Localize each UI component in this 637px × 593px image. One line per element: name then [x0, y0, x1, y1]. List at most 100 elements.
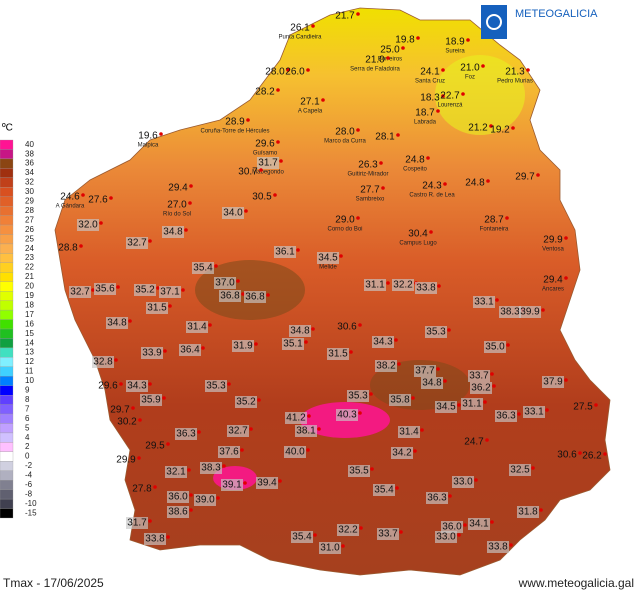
station-value: 29.6: [255, 139, 275, 150]
legend-label: 25: [25, 234, 34, 243]
station-value: 34.5: [436, 402, 456, 413]
station-dot: [399, 530, 403, 534]
station-name: Castro R. de Lea: [409, 193, 455, 199]
station-value: 31.5: [147, 303, 167, 314]
station: 38.3: [200, 462, 226, 474]
station-dot: [485, 438, 489, 442]
station-value: 34.8: [163, 227, 183, 238]
station: 35.4: [291, 531, 317, 543]
value-box: [415, 282, 437, 294]
legend-swatch: [0, 413, 14, 424]
station: 37.0: [214, 277, 240, 289]
station-dot: [162, 396, 166, 400]
station: 30.5: [252, 192, 277, 203]
station-dot: [257, 398, 261, 402]
station-value: 39.4: [257, 478, 277, 489]
station-value: 35.5: [349, 466, 369, 477]
legend-label: 17: [25, 310, 34, 319]
value-box: [389, 394, 411, 406]
station-value: 24.3: [422, 181, 442, 192]
footer-url: www.meteogalicia.gal: [518, 576, 634, 590]
station-value: 30.6: [557, 450, 577, 461]
station-dot: [594, 403, 598, 407]
station-dot: [349, 350, 353, 354]
value-box: [144, 533, 166, 545]
station-dot: [79, 244, 83, 248]
station-name: Serra de Faladoira: [350, 67, 400, 73]
station-dot: [356, 12, 360, 16]
station-dot: [461, 92, 465, 96]
station-dot: [216, 496, 220, 500]
station-name: Guitiriz-Mirador: [347, 172, 388, 178]
station: 35.3: [425, 326, 451, 338]
value-box: [495, 410, 517, 422]
station-dot: [447, 328, 451, 332]
legend-label: 15: [25, 329, 34, 338]
value-box: [227, 425, 249, 437]
station-value: 29.4: [543, 275, 563, 286]
value-box: [425, 326, 447, 338]
station-value: 35.3: [426, 327, 446, 338]
value-box: [473, 296, 495, 308]
value-box: [162, 226, 184, 238]
legend-label: 36: [25, 159, 34, 168]
value-box: [274, 246, 296, 258]
station-dot: [426, 156, 430, 160]
station-value: 33.7: [469, 371, 489, 382]
station-dot: [539, 508, 543, 512]
station: 27.6: [88, 195, 113, 206]
station-dot: [317, 427, 321, 431]
station-dot: [564, 378, 568, 382]
station: 40.0: [284, 446, 310, 458]
station: 26.2: [582, 451, 607, 462]
station-value: 30.5: [252, 192, 272, 203]
value-box: [218, 446, 240, 458]
station-dot: [490, 372, 494, 376]
station-dot: [306, 68, 310, 72]
value-box: [542, 376, 564, 388]
value-box: [375, 360, 397, 372]
value-box: [179, 344, 201, 356]
station: 33.8: [144, 533, 170, 545]
station-dot: [307, 414, 311, 418]
legend-label: 9: [25, 386, 30, 395]
legend-swatch: [0, 158, 14, 169]
value-box: [141, 347, 163, 359]
legend-swatch: [0, 423, 14, 434]
station-value: 24.1: [420, 67, 440, 78]
station-dot: [463, 523, 467, 527]
station: 34.8: [106, 317, 132, 329]
station: 35.2: [134, 284, 160, 296]
station: 39.9: [519, 306, 545, 318]
station-value: 27.8: [132, 484, 152, 495]
station-dot: [249, 427, 253, 431]
legend-swatch: [0, 451, 14, 462]
station: 39.4: [256, 477, 282, 489]
station-dot: [578, 451, 582, 455]
station-dot: [254, 342, 258, 346]
legend-swatch: [0, 243, 14, 254]
station-name: Mabegondo: [252, 170, 284, 176]
value-box: [94, 283, 116, 295]
station-value: 31.1: [462, 399, 482, 410]
station-value: 28.0: [265, 67, 285, 78]
station-value: 21.3: [505, 67, 525, 78]
value-box: [398, 426, 420, 438]
station-dot: [306, 448, 310, 452]
legend-swatch: [0, 508, 14, 519]
station-dot: [416, 36, 420, 40]
station-dot: [259, 168, 263, 172]
station-value: 28.0: [335, 127, 355, 138]
station-name: Santa Cruz: [415, 79, 445, 85]
station-name: Labrada: [414, 120, 437, 126]
station-value: 28.1: [375, 132, 395, 143]
station-value: 37.9: [543, 377, 563, 388]
station: 38.2: [375, 360, 401, 372]
